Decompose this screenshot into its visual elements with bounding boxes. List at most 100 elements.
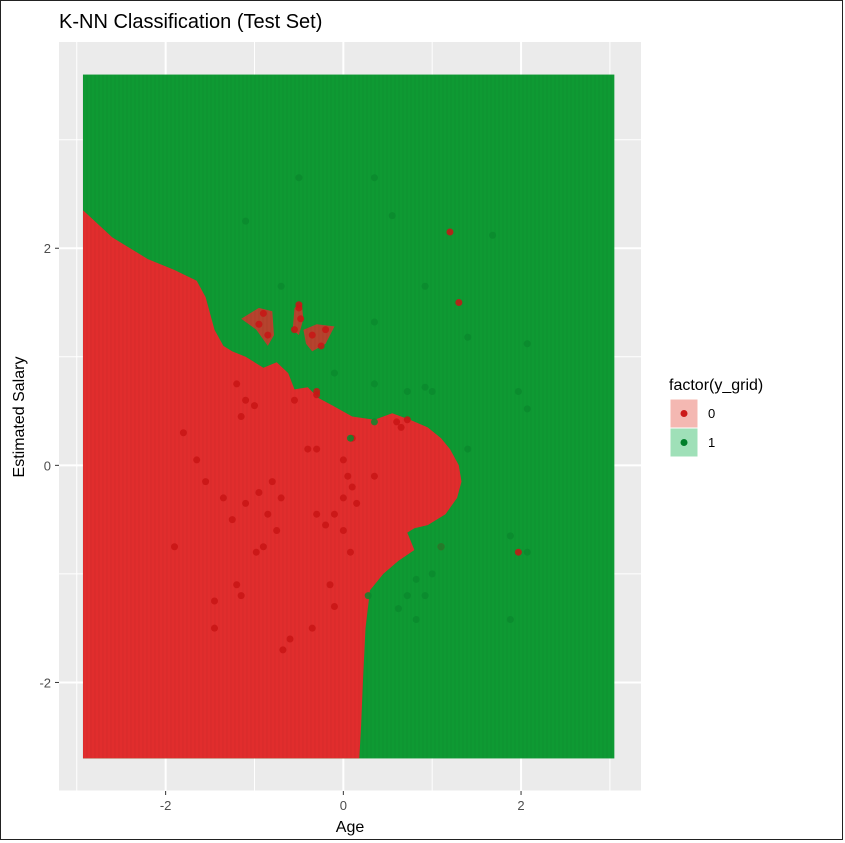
- point-class-1: [421, 592, 429, 600]
- point-class-0: [268, 478, 276, 486]
- legend: factor(y_grid) 0 1: [669, 377, 763, 458]
- point-class-0: [233, 581, 241, 589]
- point-class-1: [437, 543, 445, 551]
- point-class-1: [364, 592, 372, 600]
- x-axis-ticks: -2 0 2: [160, 791, 525, 813]
- point-class-1: [514, 388, 522, 396]
- point-class-0: [233, 380, 241, 388]
- point-class-0: [264, 510, 272, 518]
- point-class-0: [259, 309, 267, 317]
- legend-label-0: 0: [708, 406, 715, 421]
- point-class-0: [403, 416, 411, 424]
- point-class-0: [242, 499, 250, 507]
- point-class-0: [339, 494, 347, 502]
- point-class-0: [202, 478, 210, 486]
- point-class-1: [489, 231, 497, 239]
- point-class-1: [295, 174, 303, 182]
- point-class-0: [326, 581, 334, 589]
- point-class-0: [255, 488, 263, 496]
- x-tick-label: 2: [517, 798, 524, 813]
- point-class-0: [322, 521, 330, 529]
- point-class-0: [219, 494, 227, 502]
- point-class-0: [313, 388, 321, 396]
- point-class-0: [279, 646, 287, 654]
- point-class-0: [295, 301, 303, 309]
- point-class-1: [428, 570, 436, 578]
- legend-title: factor(y_grid): [669, 377, 763, 394]
- point-class-0: [297, 315, 305, 323]
- point-class-0: [210, 597, 218, 605]
- point-class-1: [370, 380, 378, 388]
- point-class-0: [393, 418, 401, 426]
- point-class-1: [370, 318, 378, 326]
- point-class-0: [446, 228, 454, 236]
- point-class-1: [403, 592, 411, 600]
- point-class-0: [264, 331, 272, 339]
- point-class-1: [394, 605, 402, 613]
- point-class-1: [523, 340, 531, 348]
- point-class-0: [259, 543, 267, 551]
- point-class-1: [506, 615, 514, 623]
- point-class-0: [290, 396, 298, 404]
- point-class-1: [428, 388, 436, 396]
- point-class-0: [179, 429, 187, 437]
- point-class-0: [514, 548, 522, 556]
- point-class-0: [346, 548, 354, 556]
- point-class-0: [339, 526, 347, 534]
- y-tick-label: 0: [44, 458, 51, 473]
- point-class-0: [308, 624, 316, 632]
- point-class-0: [242, 396, 250, 404]
- point-class-0: [330, 510, 338, 518]
- point-class-0: [455, 299, 463, 307]
- point-class-0: [255, 320, 263, 328]
- point-class-0: [171, 543, 179, 551]
- x-axis-title: Age: [336, 819, 365, 836]
- point-class-1: [421, 383, 429, 391]
- point-class-0: [317, 342, 325, 350]
- point-class-1: [421, 282, 429, 290]
- legend-dot-1: [680, 439, 688, 446]
- x-tick-label: 0: [340, 798, 347, 813]
- point-class-0: [397, 423, 405, 431]
- point-class-1: [523, 548, 531, 556]
- point-class-1: [523, 405, 531, 413]
- point-class-0: [193, 456, 201, 464]
- y-tick-label: -2: [39, 675, 51, 690]
- point-class-0: [237, 592, 245, 600]
- point-class-0: [353, 499, 361, 507]
- point-class-0: [322, 326, 330, 334]
- point-class-1: [388, 212, 396, 220]
- point-class-1: [330, 369, 338, 377]
- legend-dot-0: [680, 410, 688, 417]
- point-class-0: [339, 456, 347, 464]
- point-class-0: [228, 516, 236, 524]
- y-axis-title: Estimated Salary: [11, 357, 28, 478]
- point-class-0: [237, 413, 245, 420]
- point-class-0: [330, 602, 338, 610]
- point-class-0: [308, 331, 316, 339]
- point-class-0: [273, 526, 281, 534]
- point-class-1: [242, 217, 250, 225]
- point-class-0: [252, 548, 260, 556]
- point-class-1: [464, 445, 472, 453]
- y-tick-label: 2: [44, 241, 51, 256]
- x-tick-label: -2: [160, 798, 172, 813]
- point-class-0: [290, 326, 298, 334]
- point-class-0: [313, 445, 321, 453]
- point-class-1: [412, 575, 420, 583]
- data-points: [171, 174, 531, 654]
- point-class-1: [412, 615, 420, 623]
- point-class-0: [370, 472, 378, 480]
- point-class-1: [403, 388, 411, 396]
- point-class-0: [348, 483, 356, 491]
- point-class-1: [370, 174, 378, 182]
- legend-label-1: 1: [708, 435, 715, 450]
- point-class-0: [313, 510, 321, 518]
- chart-title: K-NN Classification (Test Set): [59, 11, 322, 33]
- point-class-0: [210, 624, 218, 632]
- point-class-0: [277, 494, 285, 502]
- point-class-0: [344, 472, 352, 480]
- point-class-1: [370, 418, 378, 426]
